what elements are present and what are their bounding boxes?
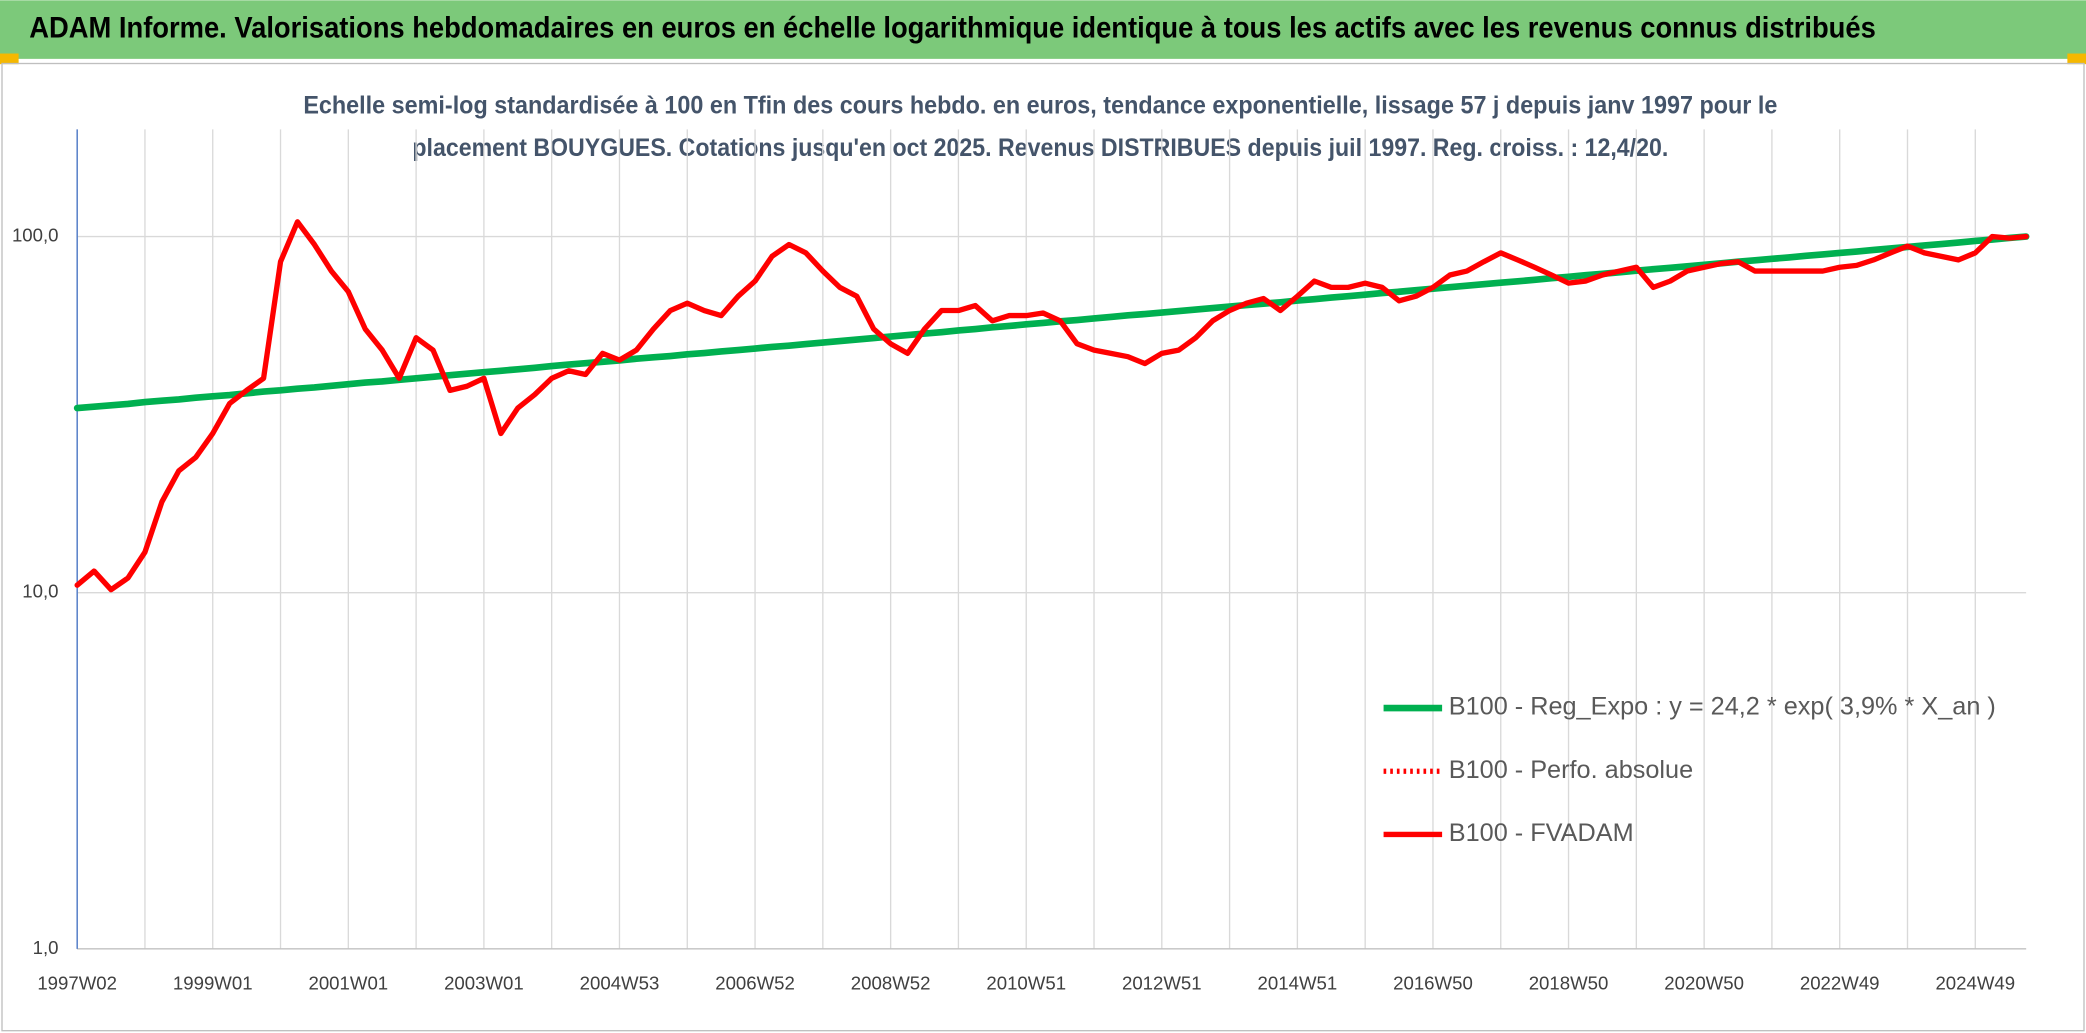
corner-decor bbox=[0, 53, 19, 65]
x-tick-label: 2001W01 bbox=[308, 973, 388, 994]
x-tick-label: 2006W52 bbox=[715, 973, 795, 994]
x-tick-label: 2008W52 bbox=[851, 973, 931, 994]
corner-decor bbox=[2067, 53, 2086, 65]
series-line bbox=[73, 233, 2030, 412]
y-tick-label: 1,0 bbox=[33, 937, 59, 958]
x-tick-label: 2004W53 bbox=[580, 973, 660, 994]
chart-subtitle: Echelle semi-log standardisée à 100 en T… bbox=[303, 91, 1777, 119]
legend: B100 - Reg_Expo : y = 24,2 * exp( 3,9% *… bbox=[1383, 693, 1996, 847]
header-bar bbox=[0, 0, 2086, 59]
x-tick-label: 2024W49 bbox=[1935, 973, 2015, 994]
x-tick-label: 2022W49 bbox=[1800, 973, 1880, 994]
x-tick-label: 1999W01 bbox=[173, 973, 253, 994]
x-tick-label: 2016W50 bbox=[1393, 973, 1473, 994]
plot-area bbox=[73, 219, 2030, 593]
x-tick-label: 2012W51 bbox=[1122, 973, 1202, 994]
x-tick-label: 2018W50 bbox=[1529, 973, 1609, 994]
legend-label: B100 - FVADAM bbox=[1449, 819, 1634, 847]
chart-subtitle: placement BOUYGUES. Cotations jusqu'en o… bbox=[412, 134, 1668, 162]
grid: 1997W02 1999W01 2001W01 2003W01 2004W53 2006W… bbox=[12, 129, 2027, 994]
legend-label: B100 - Perfo. absolue bbox=[1449, 756, 1693, 784]
x-tick-label: 2003W01 bbox=[444, 973, 524, 994]
y-tick-label: 100,0 bbox=[12, 224, 59, 245]
series-line bbox=[74, 219, 2029, 593]
chart-border bbox=[1, 62, 2085, 1032]
x-tick-label: 2014W51 bbox=[1258, 973, 1338, 994]
y-tick-label: 10,0 bbox=[22, 581, 58, 602]
x-tick-label: 2010W51 bbox=[986, 973, 1066, 994]
x-tick-label: 2020W50 bbox=[1664, 973, 1744, 994]
x-tick-label: 1997W02 bbox=[37, 973, 117, 994]
chart-title: ADAM Informe. Valorisations hebdomadaire… bbox=[29, 12, 1876, 44]
legend-label: B100 - Reg_Expo : y = 24,2 * exp( 3,9% *… bbox=[1449, 693, 1996, 721]
